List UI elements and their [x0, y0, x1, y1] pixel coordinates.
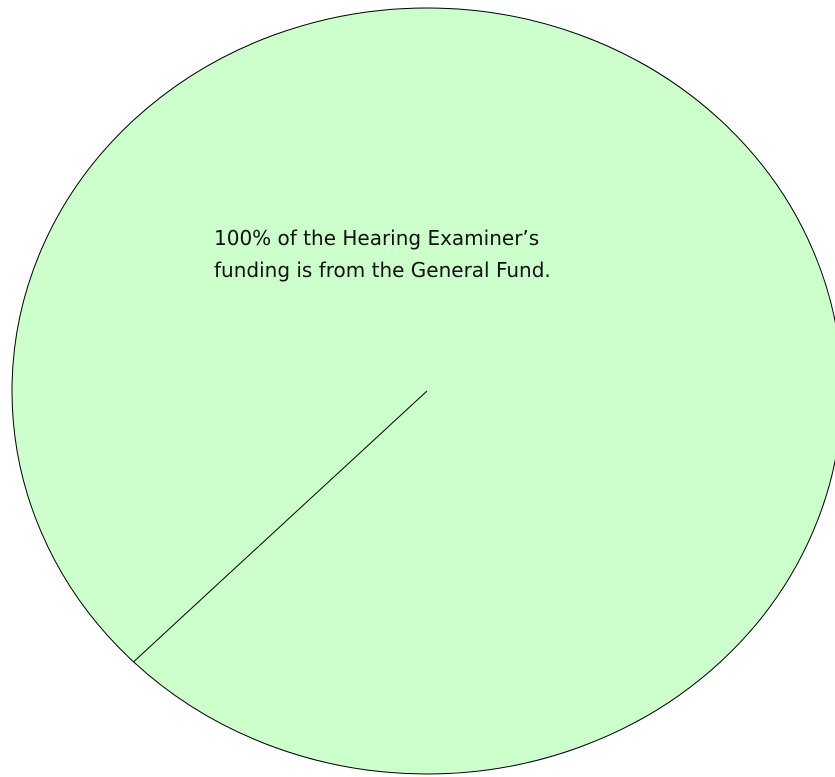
chart-annotation: 100% of the Hearing Examiner’s funding i…	[214, 226, 551, 282]
pie-slice-general-fund	[11, 7, 835, 775]
pie-slices	[11, 7, 835, 775]
pie-slice-separator-1	[133, 390, 428, 663]
pie-separators	[133, 390, 428, 663]
annotation-line-2: funding is from the General Fund.	[214, 258, 551, 282]
annotation-line-1: 100% of the Hearing Examiner’s	[214, 226, 539, 250]
